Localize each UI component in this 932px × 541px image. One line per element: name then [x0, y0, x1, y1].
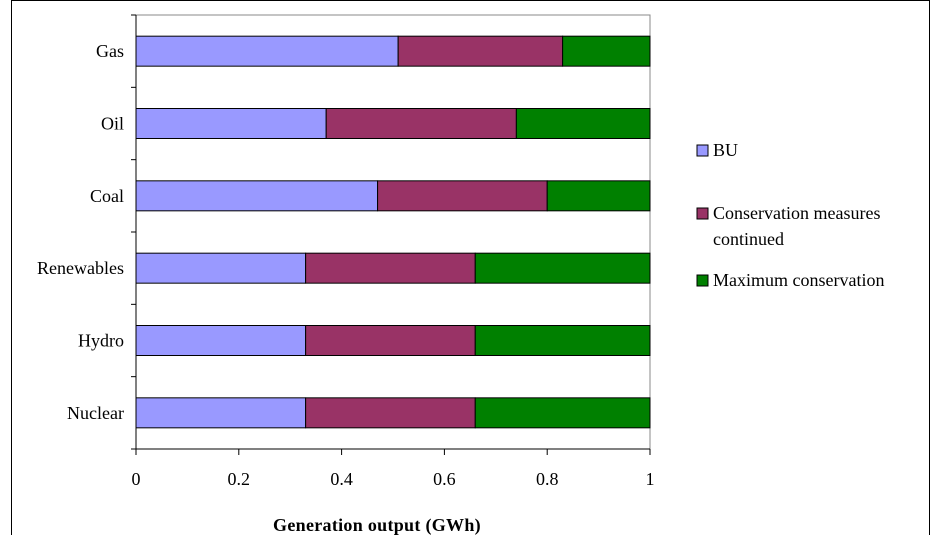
x-tick-label: 0.4 — [330, 469, 353, 489]
category-label-gas: Gas — [96, 41, 124, 61]
category-label-hydro: Hydro — [78, 331, 124, 351]
x-tick-label: 0.8 — [536, 469, 559, 489]
legend-swatch-3 — [696, 274, 709, 287]
x-tick-label: 0.6 — [433, 469, 456, 489]
bar-oil-series-1 — [135, 108, 327, 139]
bar-nuclear-series-1 — [135, 397, 307, 429]
bar-renewables-series-2 — [305, 252, 476, 284]
x-axis-title: Generation output (GWh) — [273, 515, 481, 536]
legend-label-1: BU — [713, 140, 738, 160]
chart-frame: 0 0.2 0.4 0.6 0.8 1 Gas Oil Coal Renewables Hydro N… — [11, 0, 930, 536]
bar-renewables-series-1 — [135, 252, 307, 284]
legend-swatch-2 — [696, 207, 709, 220]
bar-gas-series-3 — [562, 35, 651, 67]
bar-coal-series-1 — [135, 180, 379, 212]
bar-oil-series-2 — [325, 108, 517, 139]
bar-hydro-series-3 — [474, 325, 651, 356]
bar-nuclear-series-2 — [305, 397, 476, 429]
bar-coal-series-3 — [546, 180, 651, 212]
bar-hydro-series-1 — [135, 325, 307, 356]
bar-oil-series-3 — [515, 108, 651, 139]
bar-renewables-series-3 — [474, 252, 651, 284]
category-label-renewables: Renewables — [37, 258, 124, 278]
bar-nuclear-series-3 — [474, 397, 651, 429]
legend-label-2: Conservation measures — [713, 203, 880, 223]
x-tick-label: 1 — [646, 469, 655, 489]
axes-layer — [131, 14, 651, 455]
category-label-coal: Coal — [90, 186, 124, 206]
bar-hydro-series-2 — [305, 325, 476, 356]
labels-layer: 0 0.2 0.4 0.6 0.8 1 Gas Oil Coal Renewables Hydro N… — [37, 41, 654, 489]
category-label-nuclear: Nuclear — [67, 403, 124, 423]
plot-area — [135, 14, 651, 450]
x-tick-label: 0.2 — [228, 469, 251, 489]
bar-coal-series-2 — [377, 180, 548, 212]
bars-layer — [135, 35, 651, 429]
legend-swatch-1 — [696, 144, 709, 157]
x-tick-label: 0 — [132, 469, 141, 489]
chart-svg: 0 0.2 0.4 0.6 0.8 1 Gas Oil Coal Renewables Hydro N… — [37, 14, 884, 536]
legend-label-2: continued — [713, 229, 784, 249]
legend-label-3: Maximum conservation — [713, 270, 884, 290]
bar-gas-series-2 — [397, 35, 564, 67]
category-label-oil: Oil — [101, 114, 124, 134]
bar-gas-series-1 — [135, 35, 399, 67]
legend: BU Conservation measures continued Maximum … — [696, 140, 884, 290]
